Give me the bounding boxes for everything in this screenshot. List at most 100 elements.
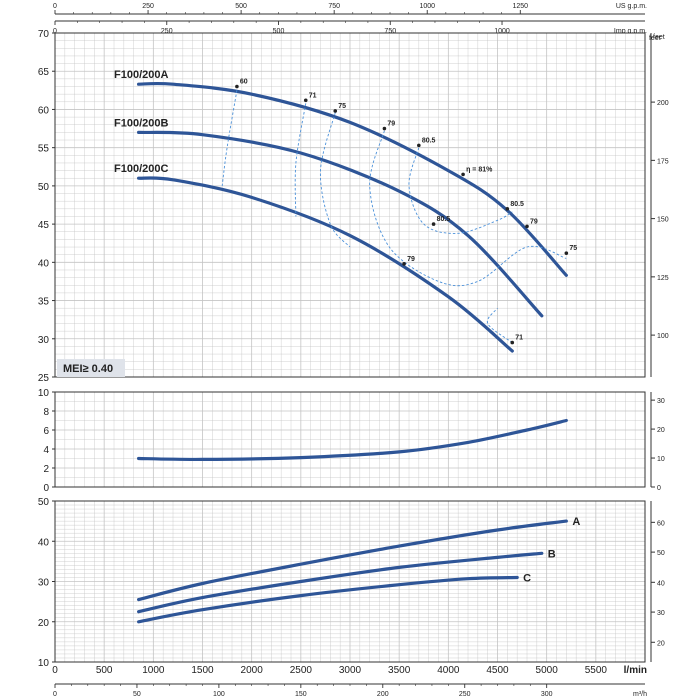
efficiency-label: 75 — [338, 103, 346, 110]
efficiency-marker — [461, 172, 465, 177]
axis-tick-label: 0 — [53, 28, 57, 35]
efficiency-iso-line — [486, 307, 513, 343]
efficiency-label: 60 — [240, 79, 248, 86]
efficiency-label: 79 — [407, 256, 415, 263]
m3h-tick-label: 150 — [295, 691, 307, 698]
head-curve-panel: 25 30 35 40 45 50 55 60 65 70 100 125 150 175 200 feet 6… — [38, 29, 669, 384]
right-tick-label: 40 — [657, 580, 665, 587]
axis-unit-label: Imp g.p.m. — [614, 28, 647, 35]
right-tick-label: 100 — [657, 333, 669, 340]
right-tick-label: 30 — [657, 398, 665, 405]
efficiency-marker — [382, 126, 387, 131]
m3h-tick-label: 200 — [377, 691, 389, 698]
m3h-tick-label: 250 — [459, 691, 471, 698]
axis-tick-label: 500 — [235, 3, 247, 10]
axis-tick-label: 1000 — [494, 28, 510, 35]
mei-badge: MEI≥ 0.40 — [57, 359, 125, 377]
axis-tick-label: 250 — [142, 3, 154, 10]
lmin-tick-label: 1500 — [191, 665, 214, 676]
right-tick-label: 20 — [657, 640, 665, 647]
m3h-tick-label: 300 — [541, 691, 553, 698]
y-tick-label: 8 — [43, 407, 49, 418]
feet-unit-label: feet — [649, 35, 661, 42]
curve-label: F100/200C — [114, 163, 168, 175]
top-axis-layer: 0 250 500 750 1000 1250 US g.p.m. 0 250 500 750 100… — [53, 3, 647, 35]
y-tick-label: 30 — [38, 578, 50, 589]
y-tick-label: 50 — [38, 497, 50, 508]
panel-frame — [54, 32, 646, 378]
efficiency-iso-line — [408, 147, 513, 234]
efficiency-marker — [303, 98, 308, 103]
efficiency-label: 79 — [530, 218, 538, 225]
efficiency-marker — [510, 340, 515, 345]
right-tick-label: 150 — [657, 217, 669, 224]
y-tick-label: 0 — [43, 483, 49, 494]
m3h-tick-label: 50 — [133, 691, 141, 698]
right-tick-label: 0 — [657, 485, 661, 492]
power-curve-label: B — [548, 548, 556, 560]
lmin-tick-label: 4000 — [437, 665, 460, 676]
efficiency-iso-line — [221, 90, 238, 186]
lmin-tick-label: 0 — [52, 665, 58, 676]
y-tick-label: 20 — [38, 618, 50, 629]
efficiency-label: 80.5 — [510, 201, 524, 208]
efficiency-marker — [235, 84, 239, 89]
lmin-tick-label: 5500 — [585, 665, 608, 676]
right-tick-label: 10 — [657, 456, 665, 463]
efficiency-marker — [333, 109, 338, 113]
right-tick-label: 50 — [657, 550, 665, 557]
y-tick-label: 10 — [38, 388, 50, 399]
y-tick-label: 4 — [43, 445, 49, 456]
lmin-tick-label: 1000 — [142, 665, 165, 676]
lmin-tick-label: 3500 — [388, 665, 411, 676]
y-tick-label: 25 — [38, 373, 50, 384]
y-tick-label: 40 — [38, 537, 50, 548]
efficiency-label: 80.5 — [437, 216, 451, 223]
y-tick-label: 60 — [38, 105, 50, 116]
axis-unit-label: US g.p.m. — [616, 3, 647, 10]
bottom-axis-layer: 0 500 1000 1500 2000 2500 3000 3500 4000 4500 5000… — [52, 35, 661, 698]
lmin-tick-label: 2500 — [290, 665, 313, 676]
lmin-tick-label: 4500 — [486, 665, 509, 676]
right-tick-label: 20 — [657, 427, 665, 434]
m3h-tick-label: 0 — [53, 691, 57, 698]
y-tick-label: 40 — [38, 258, 50, 269]
lmin-tick-label: 2000 — [241, 665, 264, 676]
efficiency-iso-line — [294, 103, 307, 217]
lmin-tick-label: 5000 — [536, 665, 559, 676]
right-tick-label: 60 — [657, 520, 665, 527]
y-tick-label: 6 — [43, 426, 49, 437]
series-line — [137, 130, 544, 318]
series-line — [137, 519, 568, 602]
y-tick-label: 30 — [38, 335, 50, 346]
y-tick-label: 35 — [38, 297, 50, 308]
y-tick-label: 65 — [38, 67, 50, 78]
lmin-tick-label: 500 — [96, 665, 113, 676]
efficiency-marker — [431, 222, 436, 226]
right-tick-label: 30 — [657, 610, 665, 617]
y-tick-label: 2 — [43, 464, 49, 475]
efficiency-marker — [505, 207, 510, 211]
right-tick-label: 175 — [657, 158, 669, 165]
power-curve-label: C — [523, 572, 531, 584]
npsh-curve-panel: 0 2 4 6 8 10 0 10 20 30 — [38, 388, 665, 494]
y-tick-label: 10 — [38, 658, 50, 669]
axis-tick-label: 1000 — [419, 3, 435, 10]
panel-frame — [54, 391, 646, 488]
curve-label: F100/200A — [114, 69, 168, 81]
efficiency-label: 71 — [309, 92, 317, 99]
y-tick-label: 70 — [38, 29, 50, 40]
series-line — [137, 176, 514, 353]
axis-tick-label: 250 — [161, 28, 173, 35]
axis-tick-label: 750 — [384, 28, 396, 35]
mei-badge-background — [57, 359, 125, 377]
efficiency-label: 75 — [569, 245, 577, 252]
axis-tick-label: 750 — [328, 3, 340, 10]
power-curve-panel: 10 20 30 40 50 20 30 40 50 60 A B C — [38, 497, 665, 669]
y-tick-label: 55 — [38, 144, 50, 155]
efficiency-marker — [564, 251, 569, 255]
m3h-tick-label: 100 — [213, 691, 225, 698]
right-tick-label: 200 — [657, 100, 669, 107]
series-line — [137, 418, 568, 462]
